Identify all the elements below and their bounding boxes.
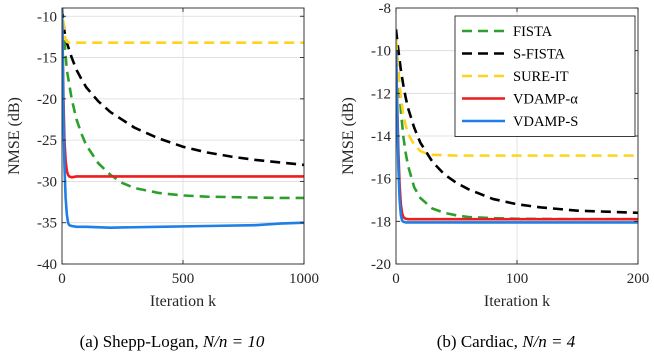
y-tick-label: -12 [371, 86, 391, 102]
y-tick-label: -14 [371, 129, 391, 145]
x-tick-label: 0 [58, 271, 66, 287]
legend-label-sureit: SURE-IT [513, 69, 569, 85]
legend: FISTA S-FISTA SURE-IT VDAMP-α VDAMP-S [454, 15, 636, 137]
y-tick-label: -16 [371, 172, 391, 188]
series-line-sureit [396, 39, 638, 157]
chart-panel-a: -40 -35 -30 -25 -20 -15 -10 0 500 1000 Iteration k… [6, 7, 319, 351]
x-axis-label: Iteration k [150, 293, 216, 310]
x-tick-label: 500 [172, 271, 195, 287]
y-tick-label: -10 [371, 44, 391, 60]
series-line-sfista [396, 29, 638, 215]
legend-label-sfista: S-FISTA [513, 47, 566, 63]
series-line-vdamps [62, 8, 304, 229]
x-tick-label: 100 [506, 271, 529, 287]
y-tick-label: -10 [37, 9, 57, 25]
caption-text: (b) Cardiac, [437, 332, 522, 351]
series-line-vdamps [396, 50, 638, 224]
y-tick-label: -40 [37, 257, 57, 273]
y-tick-label: -20 [371, 257, 391, 273]
series-line-fista [62, 8, 304, 200]
y-tick-label: -8 [379, 1, 392, 17]
series-line-fista [396, 39, 638, 221]
legend-label-vdampa: VDAMP-α [513, 92, 578, 108]
caption-math: N/n = 10 [202, 332, 265, 351]
legend-label-fista: FISTA [513, 24, 553, 40]
y-tick-label: -18 [371, 214, 391, 230]
legend-label-vdamps: VDAMP-S [513, 114, 578, 130]
y-tick-label: -20 [37, 92, 57, 108]
y-axis-label: NMSE (dB) [6, 97, 23, 175]
x-tick-label: 1000 [289, 271, 319, 287]
y-axis-label: NMSE (dB) [340, 97, 357, 175]
caption-text: (a) Shepp-Logan, [80, 332, 203, 351]
y-tick-label: -15 [37, 51, 57, 67]
panel-caption: (a) Shepp-Logan, N/n = 10 [80, 332, 265, 351]
x-tick-label: 0 [392, 271, 400, 287]
x-axis-label: Iteration k [484, 293, 550, 310]
panel-caption: (b) Cardiac, N/n = 4 [437, 332, 576, 351]
caption-math: N/n = 4 [521, 332, 576, 351]
y-tick-label: -35 [37, 216, 57, 232]
chart-panel-b: -20 -18 -16 -14 -12 -10 -8 0 100 200 Iteration k NM… [340, 1, 649, 351]
x-tick-label: 200 [627, 271, 650, 287]
y-tick-label: -25 [37, 133, 57, 149]
y-tick-label: -30 [37, 174, 57, 190]
